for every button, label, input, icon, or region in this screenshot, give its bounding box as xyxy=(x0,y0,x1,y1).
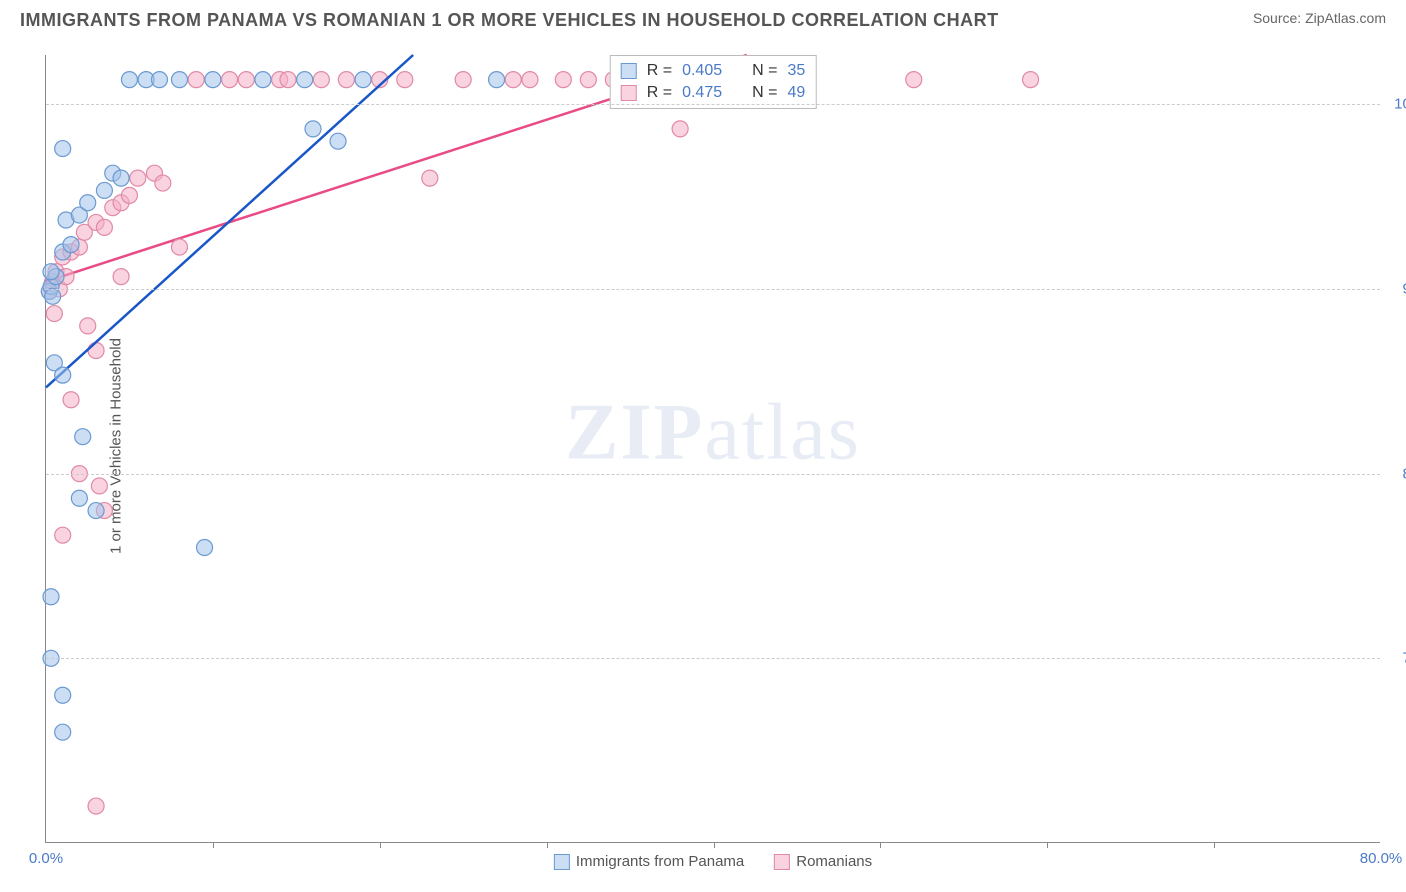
data-point-panama xyxy=(197,540,213,556)
legend-label: Romanians xyxy=(796,853,872,870)
legend-item-romanian: Romanians xyxy=(774,853,872,870)
r-label: R = xyxy=(647,84,672,102)
data-point-romanian xyxy=(121,187,137,203)
x-tick xyxy=(1214,842,1215,848)
data-point-romanian xyxy=(455,72,471,88)
data-point-panama xyxy=(113,170,129,186)
data-point-romanian xyxy=(130,170,146,186)
data-point-romanian xyxy=(155,175,171,191)
x-tick xyxy=(380,842,381,848)
data-point-romanian xyxy=(88,798,104,814)
data-point-panama xyxy=(330,133,346,149)
correlation-legend: R = 0.405 N = 35 R = 0.475 N = 49 xyxy=(610,55,817,109)
source-value: ZipAtlas.com xyxy=(1305,10,1386,26)
r-value: 0.405 xyxy=(682,62,722,80)
legend-swatch-icon xyxy=(554,854,570,870)
y-tick-label: 100.0% xyxy=(1394,96,1406,113)
data-point-romanian xyxy=(63,392,79,408)
data-point-panama xyxy=(305,121,321,137)
data-point-panama xyxy=(75,429,91,445)
x-tick-label: 80.0% xyxy=(1360,850,1403,867)
legend-row-romanian: R = 0.475 N = 49 xyxy=(621,82,806,104)
x-tick xyxy=(714,842,715,848)
data-point-panama xyxy=(45,288,61,304)
data-point-romanian xyxy=(88,343,104,359)
gridline xyxy=(46,474,1380,475)
data-point-panama xyxy=(80,195,96,211)
data-point-panama xyxy=(43,264,59,280)
data-point-panama xyxy=(355,72,371,88)
data-point-romanian xyxy=(280,72,296,88)
data-point-romanian xyxy=(91,478,107,494)
x-tick xyxy=(880,842,881,848)
legend-label: Immigrants from Panama xyxy=(576,853,744,870)
n-label: N = xyxy=(752,62,777,80)
gridline xyxy=(46,289,1380,290)
data-point-panama xyxy=(255,72,271,88)
data-point-panama xyxy=(121,72,137,88)
data-point-panama xyxy=(71,490,87,506)
x-tick xyxy=(1047,842,1048,848)
data-point-romanian xyxy=(238,72,254,88)
x-tick-label: 0.0% xyxy=(29,850,63,867)
x-tick xyxy=(213,842,214,848)
data-point-romanian xyxy=(80,318,96,334)
data-point-panama xyxy=(205,72,221,88)
data-point-panama xyxy=(55,141,71,157)
data-point-romanian xyxy=(188,72,204,88)
data-point-romanian xyxy=(338,72,354,88)
gridline xyxy=(46,658,1380,659)
data-point-romanian xyxy=(422,170,438,186)
y-tick-label: 85.0% xyxy=(1402,465,1406,482)
legend-swatch-panama xyxy=(621,63,637,79)
series-legend: Immigrants from Panama Romanians xyxy=(554,853,872,870)
data-point-romanian xyxy=(172,239,188,255)
data-point-romanian xyxy=(46,306,62,322)
r-value: 0.475 xyxy=(682,84,722,102)
data-point-panama xyxy=(55,687,71,703)
data-point-romanian xyxy=(555,72,571,88)
data-point-panama xyxy=(297,72,313,88)
data-point-romanian xyxy=(522,72,538,88)
data-point-panama xyxy=(55,724,71,740)
legend-row-panama: R = 0.405 N = 35 xyxy=(621,60,806,82)
data-point-romanian xyxy=(222,72,238,88)
data-point-romanian xyxy=(113,269,129,285)
legend-swatch-icon xyxy=(774,854,790,870)
data-point-panama xyxy=(96,182,112,198)
x-tick xyxy=(547,842,548,848)
data-point-romanian xyxy=(906,72,922,88)
data-point-romanian xyxy=(313,72,329,88)
data-point-panama xyxy=(489,72,505,88)
data-point-panama xyxy=(55,367,71,383)
legend-item-panama: Immigrants from Panama xyxy=(554,853,744,870)
source-prefix: Source: xyxy=(1253,10,1305,26)
source-label: Source: ZipAtlas.com xyxy=(1253,10,1386,26)
chart-area: ZIPatlas R = 0.405 N = 35 R = 0.475 N = … xyxy=(45,55,1380,843)
data-point-panama xyxy=(43,589,59,605)
data-point-romanian xyxy=(1023,72,1039,88)
legend-swatch-romanian xyxy=(621,85,637,101)
data-point-romanian xyxy=(55,527,71,543)
data-point-panama xyxy=(63,237,79,253)
gridline xyxy=(46,104,1380,105)
data-point-romanian xyxy=(397,72,413,88)
y-tick-label: 92.5% xyxy=(1402,280,1406,297)
n-label: N = xyxy=(752,84,777,102)
y-tick-label: 77.5% xyxy=(1402,650,1406,667)
r-label: R = xyxy=(647,62,672,80)
n-value: 49 xyxy=(787,84,805,102)
data-point-romanian xyxy=(672,121,688,137)
n-value: 35 xyxy=(787,62,805,80)
data-point-panama xyxy=(172,72,188,88)
page-title: IMMIGRANTS FROM PANAMA VS ROMANIAN 1 OR … xyxy=(20,10,999,31)
data-point-panama xyxy=(151,72,167,88)
data-point-panama xyxy=(88,503,104,519)
data-point-romanian xyxy=(580,72,596,88)
data-point-romanian xyxy=(505,72,521,88)
scatter-plot xyxy=(46,55,1381,843)
data-point-romanian xyxy=(96,219,112,235)
